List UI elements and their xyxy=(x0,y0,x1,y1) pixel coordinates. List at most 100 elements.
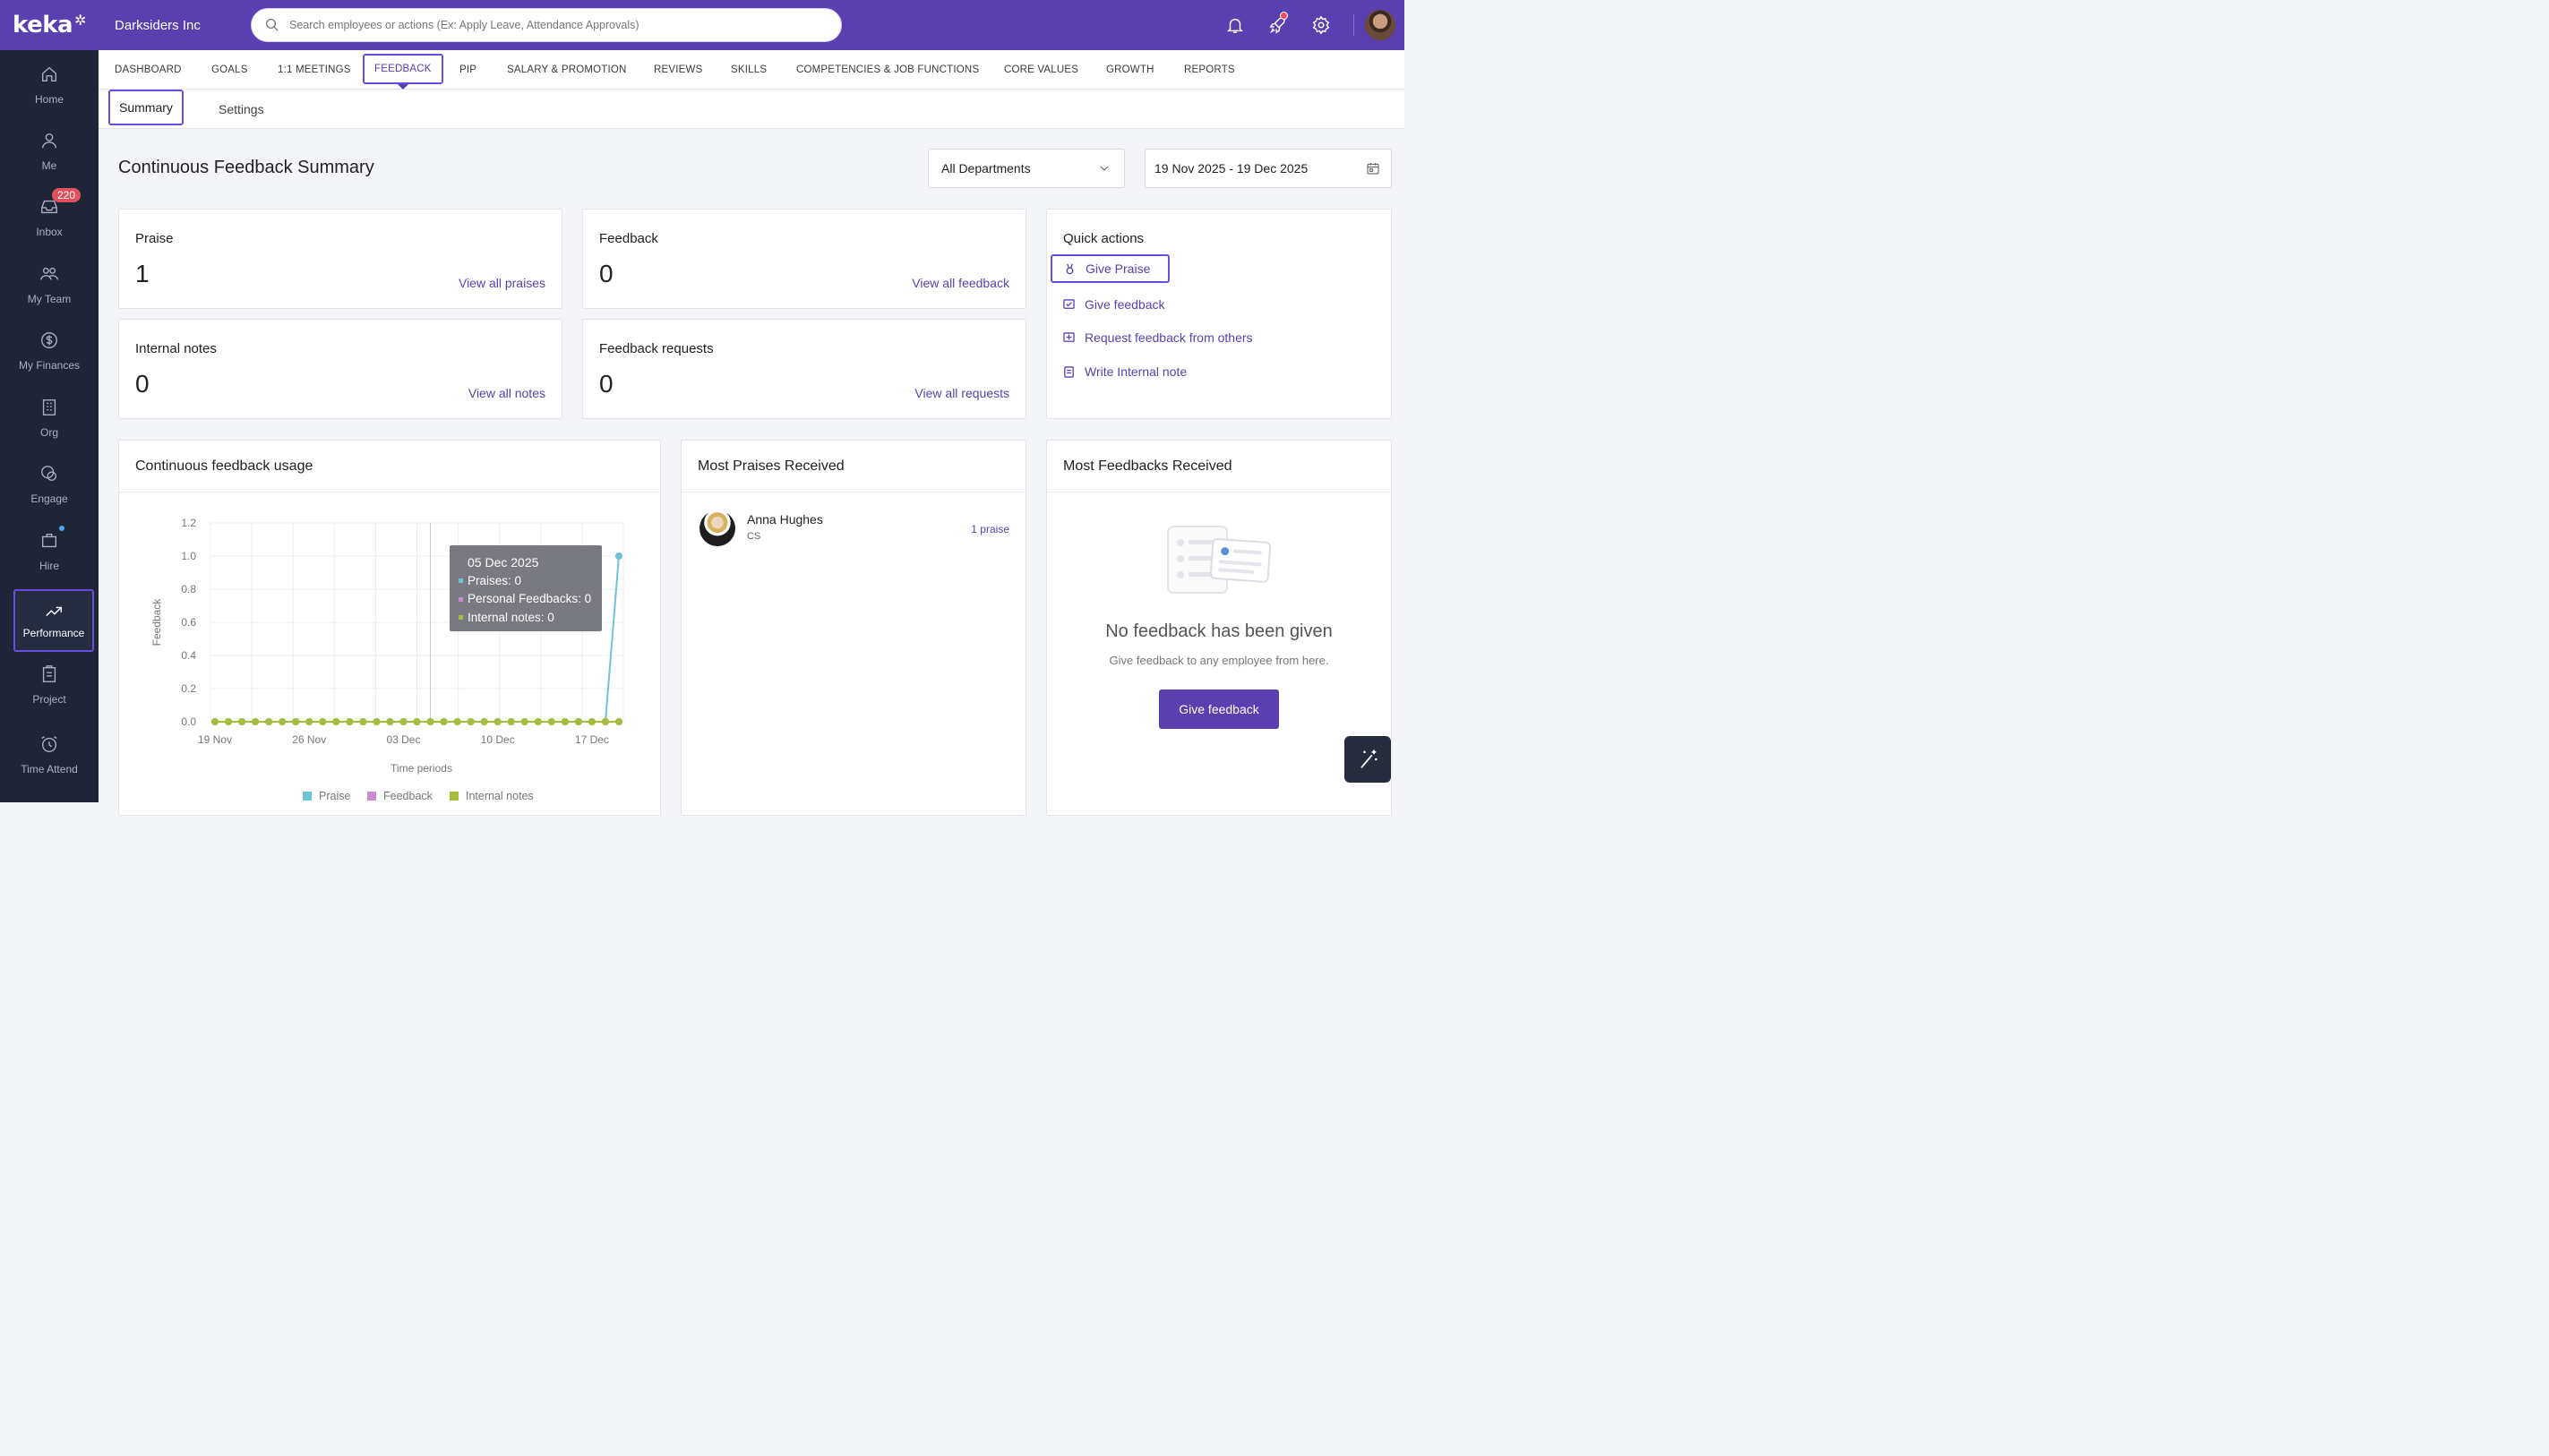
view-all-praises-link[interactable]: View all praises xyxy=(458,276,545,290)
employee-name[interactable]: Anna Hughes xyxy=(747,512,823,527)
search-input[interactable] xyxy=(289,19,827,31)
data-point xyxy=(426,718,434,725)
view-all-notes-link[interactable]: View all notes xyxy=(468,386,545,400)
legend-internal-notes[interactable]: Internal notes xyxy=(450,790,534,802)
sidebar-item-time-attend[interactable]: Time Attend xyxy=(0,734,99,775)
tooltip-personal-text: Personal Feedbacks: 0 xyxy=(468,592,592,605)
keka-logo[interactable]: keka ✲ xyxy=(0,0,99,50)
whats-new-button[interactable] xyxy=(1257,12,1300,35)
sidebar-item-my-finances[interactable]: My Finances xyxy=(0,330,99,372)
quick-actions-title: Quick actions xyxy=(1063,231,1145,246)
empty-feedback-illustration xyxy=(1167,526,1272,594)
sidebar: keka ✲ Home Me Inbox 220 My Team My Finan… xyxy=(0,0,99,802)
tab-settings[interactable]: Settings xyxy=(219,102,264,116)
data-point xyxy=(238,718,246,725)
data-point xyxy=(453,718,461,725)
data-point xyxy=(305,718,313,725)
legend-feedback[interactable]: Feedback xyxy=(367,790,433,802)
sub-tabs: Summary Settings xyxy=(99,90,1404,129)
empty-state-subtitle: Give feedback to any employee from here. xyxy=(1109,654,1329,667)
data-point xyxy=(359,718,367,725)
org-name[interactable]: Darksiders Inc xyxy=(115,17,201,33)
medal-icon xyxy=(1066,263,1074,274)
request-feedback-action[interactable]: Request feedback from others xyxy=(1063,330,1253,345)
legend-praise[interactable]: Praise xyxy=(303,790,350,802)
data-point xyxy=(373,718,381,725)
sidebar-item-org[interactable]: Org xyxy=(0,398,99,439)
tab-reports[interactable]: REPORTS xyxy=(1184,64,1235,75)
give-feedback-action[interactable]: Give feedback xyxy=(1063,297,1165,312)
employee-avatar[interactable] xyxy=(699,510,735,546)
hire-notification-dot xyxy=(57,524,66,533)
feedback-requests-card: Feedback requests 0 View all requests xyxy=(582,319,1026,419)
sidebar-item-my-team[interactable]: My Team xyxy=(0,264,99,305)
tab-reviews[interactable]: REVIEWS xyxy=(654,64,703,75)
module-tabs: DASHBOARD GOALS 1:1 MEETINGS FEEDBACK PI… xyxy=(99,50,1404,90)
page-title: Continuous Feedback Summary xyxy=(118,158,374,177)
y-tick-label: 0.4 xyxy=(181,649,196,662)
clipboard-icon xyxy=(42,665,56,682)
data-point xyxy=(507,718,515,725)
data-point xyxy=(534,718,542,725)
sidebar-item-project[interactable]: Project xyxy=(0,664,99,706)
feedback-count: 0 xyxy=(599,260,614,287)
feedback-card: Feedback 0 View all feedback xyxy=(582,209,1026,309)
feedback-requests-title: Feedback requests xyxy=(599,341,714,356)
most-praises-title: Most Praises Received xyxy=(698,458,845,474)
bell-icon xyxy=(1226,18,1244,33)
tab-goals[interactable]: GOALS xyxy=(211,64,248,75)
search-box[interactable] xyxy=(251,8,842,42)
data-point xyxy=(292,718,300,725)
tab-growth[interactable]: GROWTH xyxy=(1106,64,1154,75)
view-all-feedback-link[interactable]: View all feedback xyxy=(912,276,1009,290)
legend-swatch xyxy=(450,792,459,801)
x-tick-label: 19 Nov xyxy=(198,733,232,746)
sidebar-item-engage[interactable]: Engage xyxy=(0,464,99,505)
view-all-requests-link[interactable]: View all requests xyxy=(914,386,1009,400)
y-axis-title: Feedback xyxy=(150,598,163,647)
sidebar-label: Engage xyxy=(30,492,68,505)
sidebar-label: Project xyxy=(32,693,66,706)
tab-core-values[interactable]: CORE VALUES xyxy=(1004,64,1079,75)
tab-pip[interactable]: PIP xyxy=(459,64,477,75)
most-praises-card: Most Praises Received Anna Hughes CS 1 p… xyxy=(681,440,1026,816)
tab-summary[interactable]: Summary xyxy=(108,90,184,125)
give-feedback-button[interactable]: Give feedback xyxy=(1159,689,1279,729)
sidebar-item-home[interactable]: Home xyxy=(0,64,99,106)
sidebar-label: My Finances xyxy=(18,359,81,372)
settings-button[interactable] xyxy=(1300,15,1343,35)
request-icon xyxy=(1063,331,1075,342)
magic-assistant-button[interactable] xyxy=(1344,736,1391,783)
data-point xyxy=(615,552,622,560)
praise-count: 1 xyxy=(135,260,150,287)
hire-icon xyxy=(41,533,57,548)
user-avatar[interactable] xyxy=(1365,10,1395,40)
tab-dashboard[interactable]: DASHBOARD xyxy=(115,64,182,75)
usage-title: Continuous feedback usage xyxy=(135,458,313,474)
data-point xyxy=(346,718,354,725)
tab-feedback[interactable]: FEEDBACK xyxy=(363,54,443,84)
write-internal-note-action[interactable]: Write Internal note xyxy=(1063,364,1187,379)
calendar-icon xyxy=(1367,163,1379,175)
usage-card-header: Continuous feedback usage xyxy=(119,441,660,492)
sidebar-label: Inbox xyxy=(36,226,63,238)
department-select[interactable]: All Departments xyxy=(928,149,1125,188)
quick-actions-card: Quick actions Give Praise Give feedback … xyxy=(1046,209,1392,419)
sidebar-item-hire[interactable]: Hire xyxy=(0,524,99,572)
gear-icon xyxy=(1312,15,1330,35)
internal-notes-count: 0 xyxy=(135,370,150,398)
sidebar-item-me[interactable]: Me xyxy=(0,131,99,172)
notifications-button[interactable] xyxy=(1214,15,1257,35)
tab-competencies[interactable]: COMPETENCIES & JOB FUNCTIONS xyxy=(796,64,980,75)
employee-department: CS xyxy=(747,531,761,542)
sidebar-item-performance[interactable]: Performance xyxy=(13,589,94,652)
date-range-picker[interactable]: 19 Nov 2025 - 19 Dec 2025 xyxy=(1145,149,1392,188)
tab-meetings[interactable]: 1:1 MEETINGS xyxy=(278,64,351,75)
give-praise-action[interactable]: Give Praise xyxy=(1051,254,1171,283)
tab-salary-promotion[interactable]: SALARY & PROMOTION xyxy=(507,64,627,75)
employee-praise-count[interactable]: 1 praise xyxy=(971,523,1009,535)
data-point xyxy=(493,718,502,725)
sidebar-item-inbox[interactable]: Inbox 220 xyxy=(0,188,99,238)
y-tick-label: 1.0 xyxy=(181,550,196,562)
tab-skills[interactable]: SKILLS xyxy=(731,64,768,75)
